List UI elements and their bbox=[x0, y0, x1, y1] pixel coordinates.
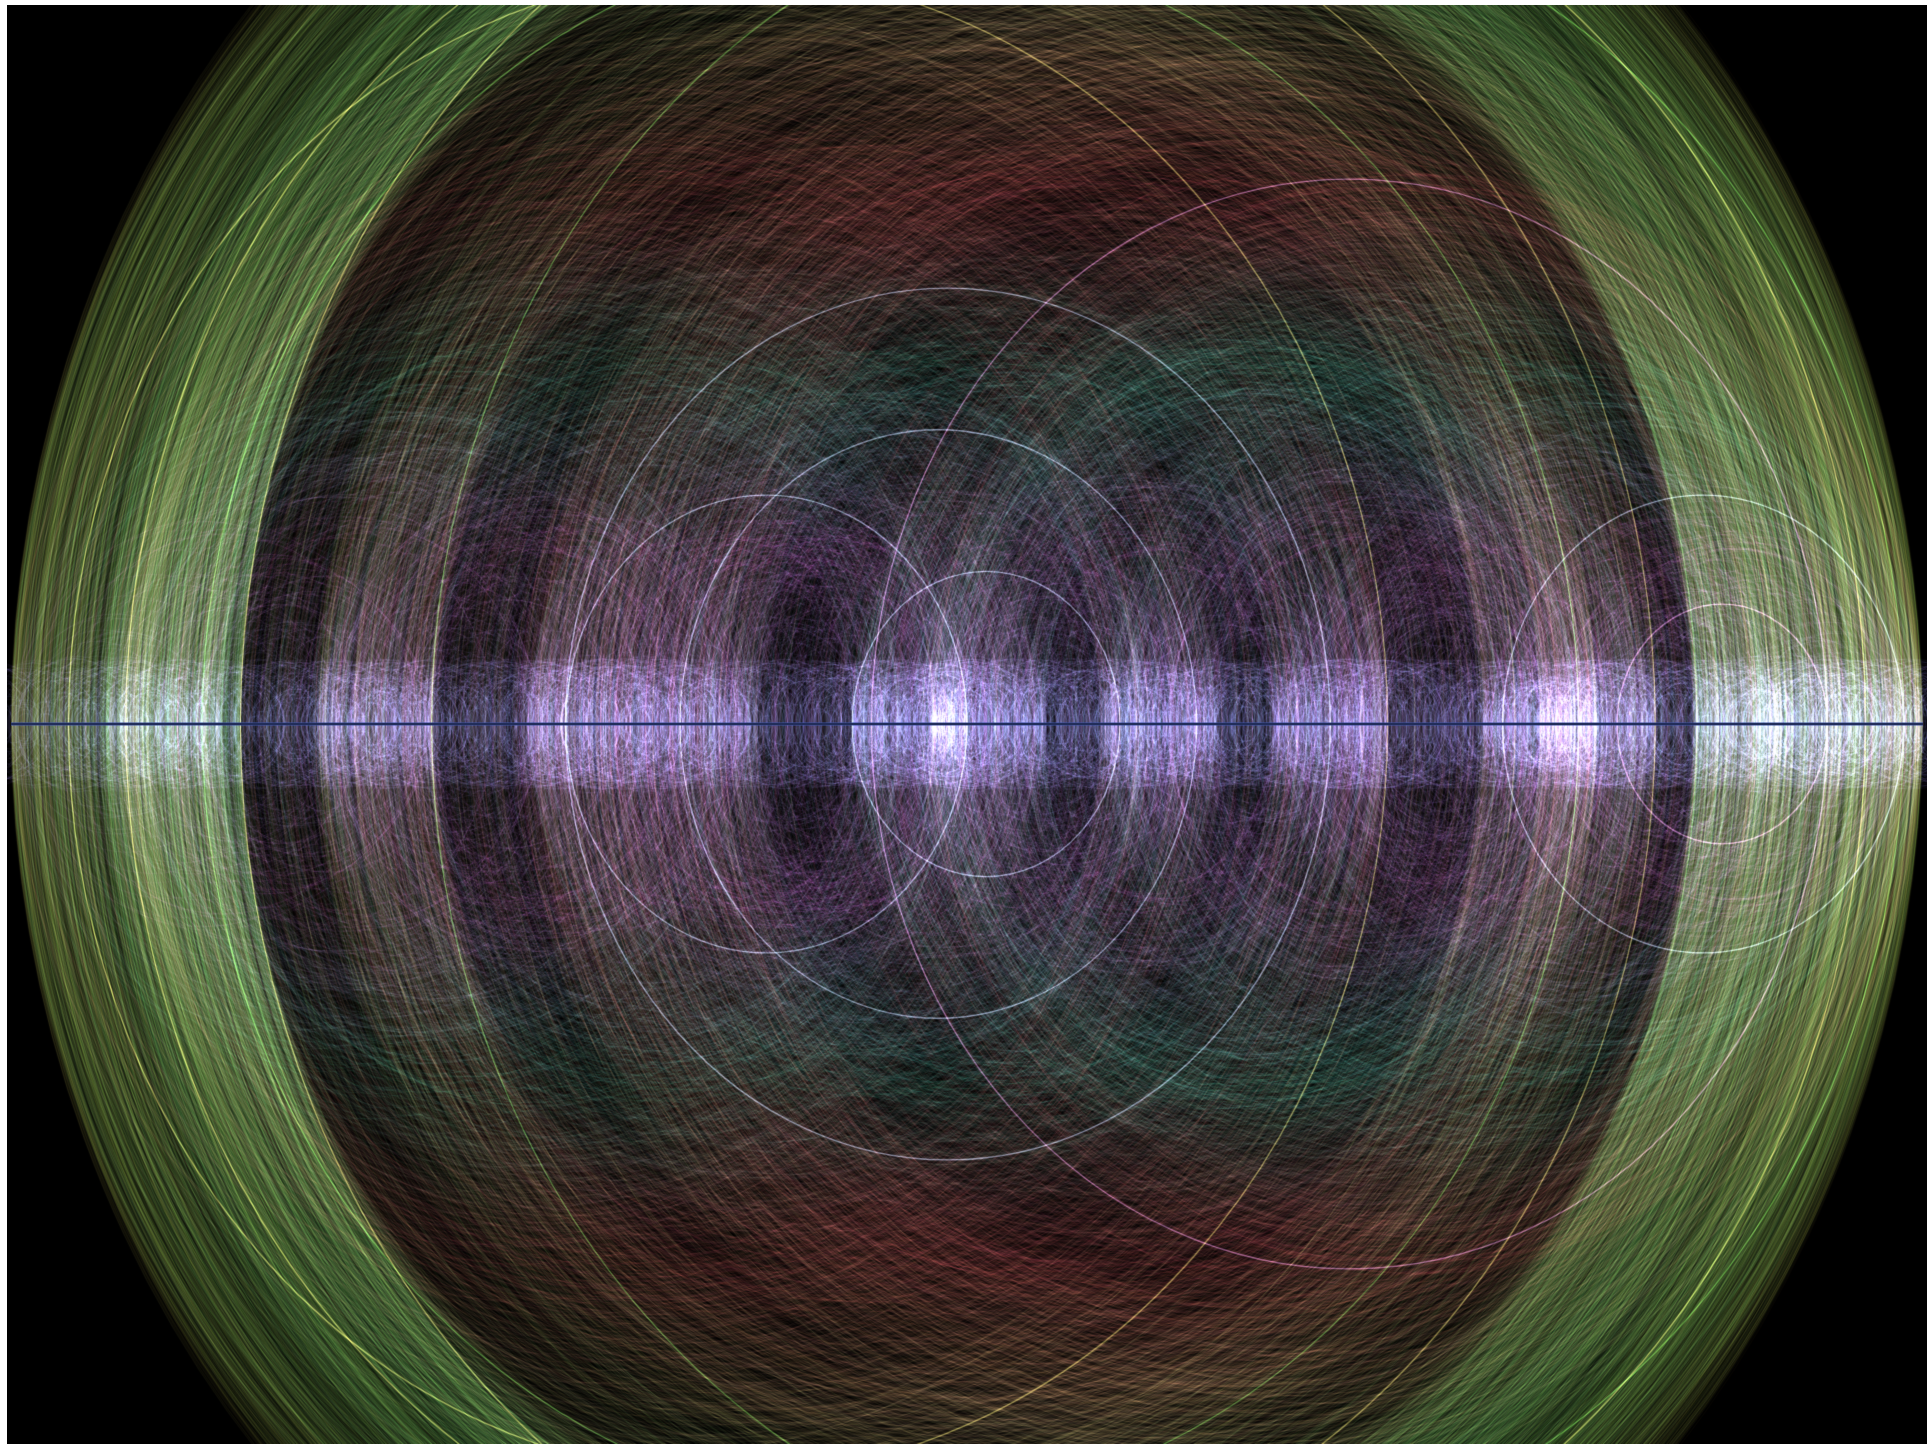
arc-diagram bbox=[7, 5, 1927, 1444]
